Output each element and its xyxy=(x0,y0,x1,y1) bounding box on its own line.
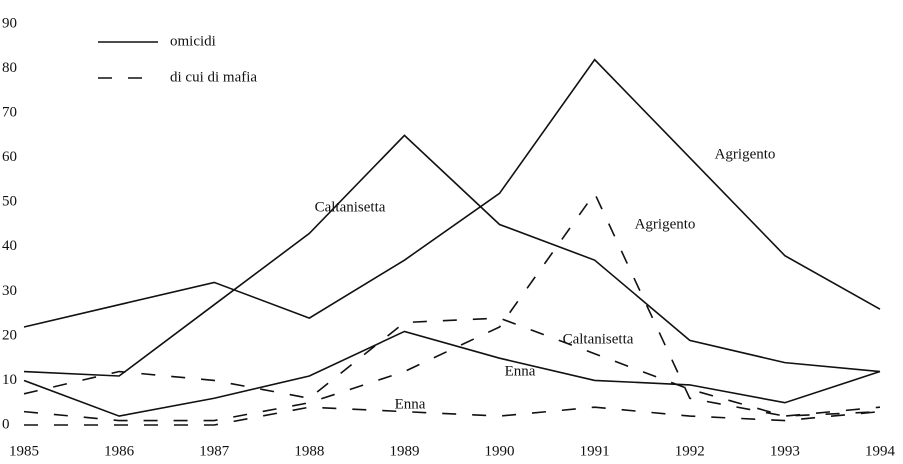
x-tick-label: 1991 xyxy=(580,443,610,459)
y-tick-label: 70 xyxy=(2,105,17,121)
series-line xyxy=(23,317,881,417)
x-tick-label: 1992 xyxy=(675,443,705,459)
legend-label: omicidi xyxy=(170,33,216,49)
series-line xyxy=(24,406,881,426)
x-tick-label: 1987 xyxy=(199,443,230,459)
x-tick-label: 1989 xyxy=(389,443,419,459)
x-tick-label: 1993 xyxy=(770,443,800,459)
y-tick-label: 0 xyxy=(2,416,10,432)
series-line xyxy=(23,134,881,377)
y-tick-label: 20 xyxy=(2,327,17,343)
x-tick-label: 1994 xyxy=(865,443,896,459)
series-line xyxy=(23,191,881,422)
y-tick-label: 10 xyxy=(2,372,17,388)
y-tick-label: 90 xyxy=(2,15,17,31)
y-tick-label: 80 xyxy=(2,60,17,76)
series-label: Enna xyxy=(395,396,426,412)
series-label: Caltanisetta xyxy=(563,331,634,347)
y-tick-label: 40 xyxy=(2,238,17,254)
legend-label: di cui di mafia xyxy=(170,69,257,85)
y-tick-label: 50 xyxy=(2,194,17,210)
x-tick-label: 1990 xyxy=(485,443,515,459)
series-line xyxy=(23,330,881,417)
series-line xyxy=(23,58,881,328)
x-tick-label: 1985 xyxy=(9,443,39,459)
y-tick-label: 30 xyxy=(2,283,17,299)
x-tick-label: 1988 xyxy=(294,443,324,459)
series-label: Agrigento xyxy=(715,146,776,162)
series-label: Caltanisetta xyxy=(315,199,386,215)
y-tick-label: 60 xyxy=(2,149,17,165)
series-label: Enna xyxy=(505,363,536,379)
x-tick-label: 1986 xyxy=(104,443,135,459)
series-label: Agrigento xyxy=(635,216,696,232)
